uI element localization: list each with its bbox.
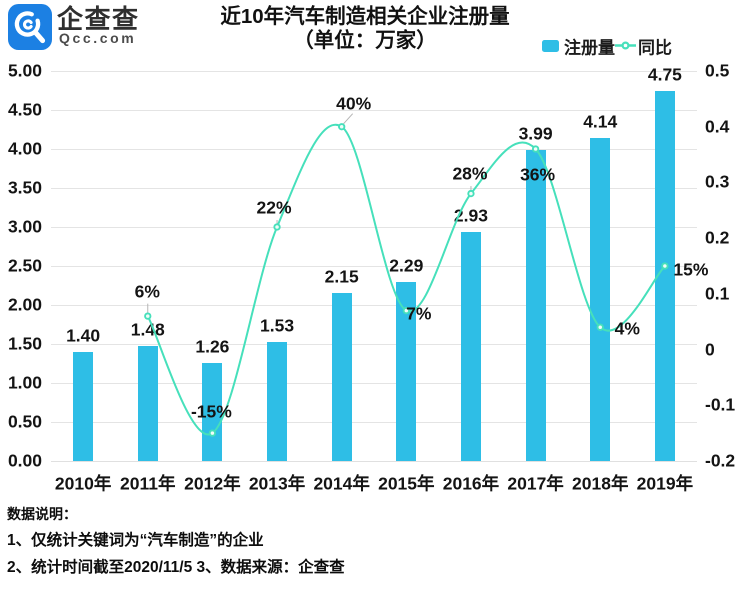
- right-axis-tick-label: 0.1: [705, 283, 730, 304]
- bar-2010年: [73, 351, 94, 461]
- grid-line: [50, 70, 698, 72]
- left-axis-tick-label: 3.50: [7, 177, 42, 198]
- left-axis-tick-label: 4.00: [7, 138, 42, 159]
- chart-title-block: 近10年汽车制造相关企业注册量 （单位：万家）: [220, 5, 509, 52]
- yoy-pct-label: 28%: [452, 163, 488, 184]
- footer-note-1: 1、仅统计关键词为“汽车制造”的企业: [7, 532, 264, 549]
- logo-outer-ring: [14, 11, 41, 37]
- bar-value-label: 2.93: [453, 205, 488, 226]
- qcc-logo: 企查查 Qcc.com: [8, 4, 208, 56]
- grid-line: [50, 109, 698, 111]
- left-axis-tick-label: 0.50: [7, 411, 42, 432]
- bar-value-label: 4.14: [583, 111, 618, 132]
- legend-line-swatch-icon: [615, 41, 636, 50]
- x-axis-category-label: 2019年: [636, 473, 694, 494]
- bar-value-label: 1.48: [130, 319, 165, 340]
- bar-value-label: 1.53: [260, 315, 295, 336]
- left-axis-tick-label: 2.00: [7, 294, 42, 315]
- right-axis-tick-label: 0.5: [705, 60, 730, 81]
- yoy-pct-label: 15%: [673, 259, 709, 279]
- chart-title: 近10年汽车制造相关企业注册量: [220, 5, 510, 28]
- yoy-pct-label: 7%: [406, 303, 432, 324]
- right-axis-tick-label: 0: [705, 339, 715, 360]
- yoy-pct-label: 22%: [256, 197, 292, 218]
- yoy-pct-label: -15%: [190, 401, 232, 422]
- qcc-logo-brand-text: 企查查: [57, 4, 140, 34]
- right-axis-tick-label: -0.1: [705, 394, 736, 415]
- left-axis-tick-label: 1.00: [7, 372, 42, 393]
- yoy-pct-label: 4%: [614, 318, 640, 339]
- left-axis-tick-label: 3.00: [7, 216, 42, 237]
- yoy-line-marker: [467, 189, 475, 198]
- legend-line-marker-dot: [621, 41, 630, 50]
- yoy-pct-label: 40%: [336, 93, 372, 114]
- label-leader-line: [342, 113, 354, 125]
- x-axis-category-label: 2013年: [248, 473, 306, 494]
- bar-2017年: [525, 149, 546, 461]
- right-axis-tick-label: 0.2: [705, 227, 730, 248]
- left-axis-tick-label: 2.50: [7, 255, 42, 276]
- logo-magnifier-glyph: [14, 11, 46, 44]
- legend-bar-swatch-icon: [542, 40, 559, 52]
- yoy-line-marker: [338, 123, 346, 131]
- x-axis-category-label: 2010年: [54, 473, 112, 494]
- right-axis-tick-label: -0.2: [705, 450, 736, 471]
- left-axis-tick-label: 4.50: [7, 99, 42, 120]
- legend-item-registrations[interactable]: 注册量: [564, 38, 615, 57]
- bar-value-label: 2.29: [389, 255, 424, 276]
- qcc-logo-icon: [8, 4, 52, 50]
- x-axis-category-label: 2011年: [120, 473, 176, 494]
- left-axis-tick-label: 1.50: [7, 333, 42, 354]
- bar-2014年: [331, 293, 352, 461]
- bar-2013年: [267, 341, 288, 461]
- x-axis-category-label: 2015年: [378, 473, 435, 494]
- x-axis-category-label: 2016年: [442, 473, 500, 494]
- bar-value-label: 1.40: [66, 325, 101, 346]
- bar-value-label: 1.26: [195, 336, 230, 357]
- bar-value-label: 4.75: [647, 64, 682, 84]
- x-axis-line: [50, 460, 698, 462]
- left-axis-tick-label: 0.00: [7, 450, 42, 471]
- x-axis-category-label: 2014年: [313, 473, 370, 494]
- bar-value-label: 3.99: [518, 123, 553, 144]
- footer-note-2: 2、统计时间截至2020/11/5 3、数据来源：企查查: [7, 559, 345, 576]
- yoy-pct-label: 36%: [520, 164, 556, 185]
- qcc-logo-domain-text: Qcc.com: [59, 30, 137, 46]
- yoy-line-marker: [144, 312, 152, 320]
- chart-subtitle: （单位：万家）: [293, 28, 437, 52]
- legend-item-yoy[interactable]: 同比: [638, 38, 672, 57]
- bar-value-label: 2.15: [324, 266, 359, 287]
- footer-notes: 数据说明： 1、仅统计关键词为“汽车制造”的企业 2、统计时间截至2020/11…: [7, 506, 345, 577]
- x-axis-category-label: 2018年: [572, 473, 629, 494]
- x-axis-category-label: 2017年: [507, 473, 564, 494]
- bar-2011年: [137, 345, 158, 461]
- logo-inner-c: [22, 19, 33, 30]
- bar-2016年: [460, 232, 481, 461]
- x-axis-category-label: 2012年: [184, 473, 241, 494]
- logo-magnifier-handle: [33, 30, 46, 44]
- bar-2019年: [654, 90, 675, 461]
- left-axis-tick-label: 5.00: [7, 60, 42, 81]
- yoy-pct-label: 6%: [134, 281, 160, 302]
- right-axis-tick-label: 0.4: [705, 116, 730, 137]
- bar-2018年: [590, 138, 611, 461]
- footer-heading: 数据说明：: [7, 506, 77, 522]
- right-axis-tick-label: 0.3: [705, 171, 730, 192]
